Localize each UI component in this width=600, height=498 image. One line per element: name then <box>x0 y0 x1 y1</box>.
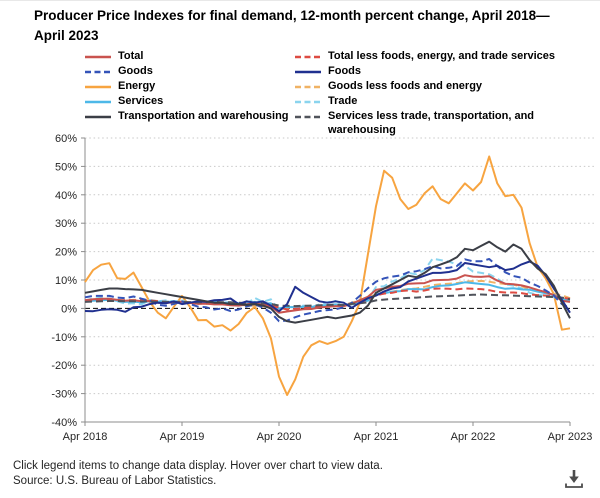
y-axis-label: 30% <box>55 218 77 230</box>
legend-item-goods[interactable]: Goods <box>85 64 295 79</box>
legend-item-transportation[interactable]: Transportation and warehousing <box>85 109 295 124</box>
legend-item-trade[interactable]: Trade <box>295 94 598 109</box>
series-line-goods[interactable] <box>84 258 571 323</box>
legend-item-services[interactable]: Services <box>85 94 295 109</box>
energy-legend-marker <box>85 85 111 89</box>
legend-label-energy: Energy <box>118 80 156 92</box>
y-axis-label: 0% <box>61 303 77 315</box>
y-axis-label: -20% <box>51 360 77 372</box>
y-axis-label: -40% <box>51 417 77 429</box>
legend-item-goods_less[interactable]: Goods less foods and energy <box>295 79 598 94</box>
source-note: Source: U.S. Bureau of Labor Statistics. <box>13 475 217 487</box>
download-icon[interactable] <box>562 467 586 491</box>
line-chart[interactable]: 60% 50% 40% 30% 20% 10% 0% -10% -20% -30% -40% Apr … <box>0 129 600 459</box>
series-line-total[interactable] <box>84 274 571 314</box>
legend-label-services: Services <box>118 95 164 107</box>
y-axis-label: 20% <box>55 247 77 259</box>
foods-legend-marker <box>295 70 321 74</box>
chart-title: Producer Price Indexes for final demand,… <box>34 8 550 43</box>
services_less-legend-marker <box>295 115 321 119</box>
y-axis-label: 10% <box>55 275 77 287</box>
legend-item-total[interactable]: Total <box>85 49 295 64</box>
legend-column-2: Total less foods, energy, and trade serv… <box>295 49 598 137</box>
legend-label-services_less: Services less trade, transportation, and… <box>328 110 535 136</box>
legend-item-energy[interactable]: Energy <box>85 79 295 94</box>
legend-label-trade: Trade <box>328 95 358 107</box>
x-axis-label: Apr 2021 <box>354 431 399 443</box>
x-axis-label: Apr 2018 <box>63 431 108 443</box>
y-axis-label: 60% <box>55 133 77 145</box>
y-axis-label: -30% <box>51 389 77 401</box>
services-legend-marker <box>85 100 111 104</box>
transportation-legend-marker <box>85 115 111 119</box>
legend: Total Goods Energy Services Transportation a… <box>85 49 598 137</box>
total_less-legend-marker <box>295 55 321 59</box>
series-line-services_less[interactable] <box>84 293 571 308</box>
legend-item-foods[interactable]: Foods <box>295 64 598 79</box>
legend-label-foods: Foods <box>328 65 361 77</box>
series-line-energy[interactable] <box>84 155 571 396</box>
x-axis-label: Apr 2022 <box>451 431 496 443</box>
legend-column-1: Total Goods Energy Services Transportation a… <box>85 49 295 137</box>
x-axis-label: Apr 2023 <box>548 431 593 443</box>
legend-label-total_less: Total less foods, energy, and trade serv… <box>328 50 556 62</box>
footer-note: Click legend items to change data displa… <box>13 460 383 472</box>
legend-label-transportation: Transportation and warehousing <box>118 110 289 122</box>
legend-label-goods: Goods <box>118 65 153 77</box>
legend-item-services_less[interactable]: Services less trade, transportation, and… <box>295 109 598 137</box>
legend-label-goods_less: Goods less foods and energy <box>328 80 483 92</box>
goods_less-legend-marker <box>295 85 321 89</box>
total-legend-marker <box>85 55 111 59</box>
legend-label-total: Total <box>118 50 144 62</box>
chart-area[interactable]: 60% 50% 40% 30% 20% 10% 0% -10% -20% -30% -40% Apr … <box>0 129 600 459</box>
y-axis-label: 40% <box>55 190 77 202</box>
y-axis-label: -10% <box>51 332 77 344</box>
series-line-transportation[interactable] <box>84 240 571 324</box>
legend-item-total_less[interactable]: Total less foods, energy, and trade serv… <box>295 49 598 64</box>
x-axis-label: Apr 2020 <box>257 431 302 443</box>
trade-legend-marker <box>295 100 321 104</box>
series-line-foods[interactable] <box>84 260 571 314</box>
goods-legend-marker <box>85 70 111 74</box>
x-axis-label: Apr 2019 <box>160 431 205 443</box>
y-axis-label: 50% <box>55 161 77 173</box>
